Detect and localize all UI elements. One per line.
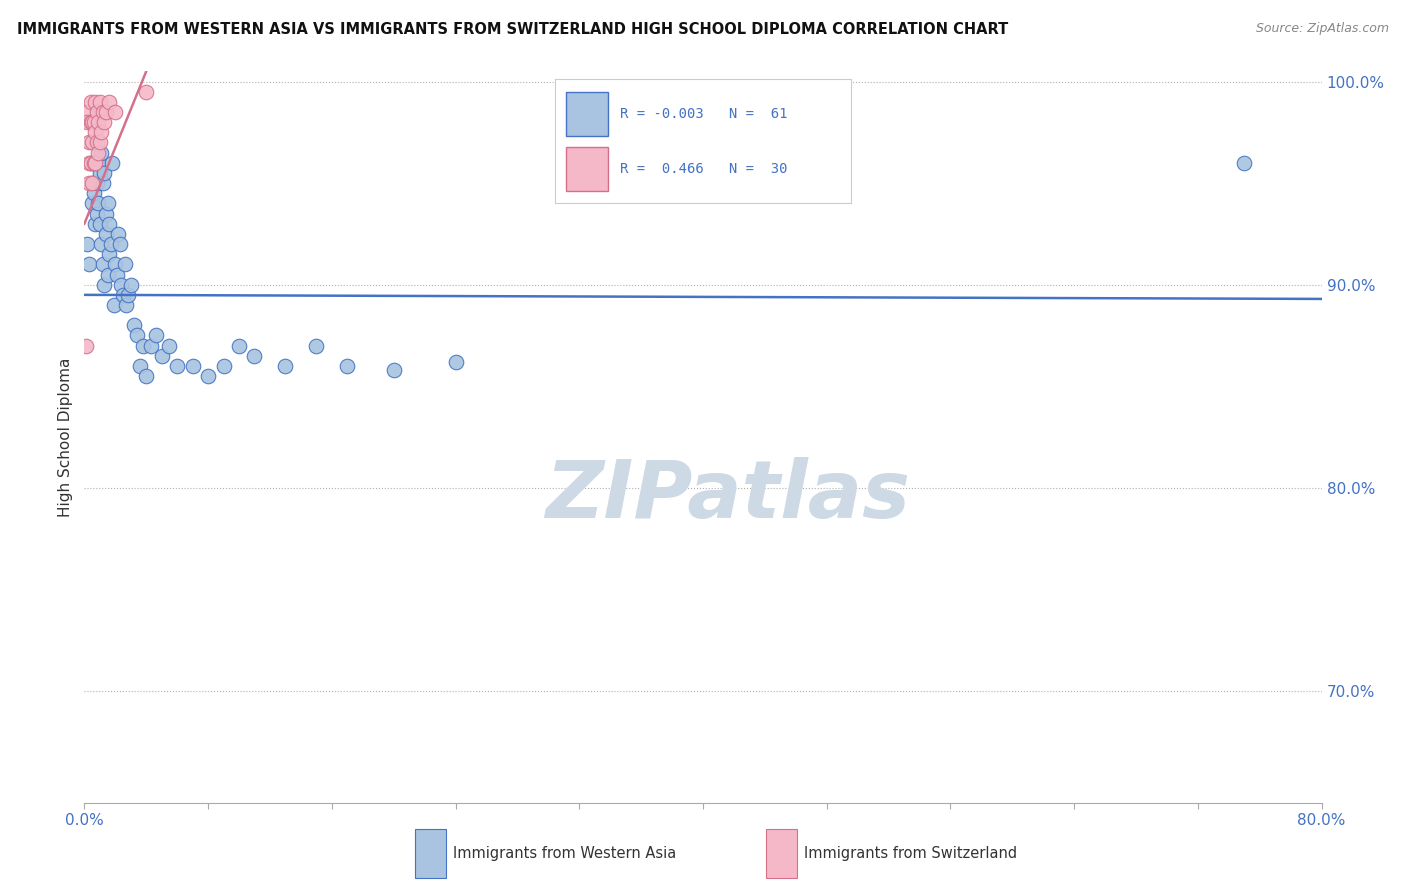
Point <box>382 363 405 377</box>
Point <box>79 155 101 169</box>
Point <box>86 206 108 220</box>
Point <box>93 277 115 292</box>
Point <box>91 257 114 271</box>
Y-axis label: High School Diploma: High School Diploma <box>58 358 73 516</box>
Point <box>112 288 135 302</box>
Point <box>150 349 173 363</box>
Point <box>97 268 120 282</box>
Point <box>93 115 115 129</box>
Point <box>76 237 98 252</box>
Point <box>132 338 155 352</box>
Point <box>89 217 111 231</box>
Point <box>86 136 108 150</box>
Point <box>86 105 108 120</box>
Point <box>77 257 100 271</box>
Point <box>82 196 104 211</box>
Point <box>115 298 138 312</box>
Point <box>82 176 104 190</box>
Point <box>104 105 127 120</box>
Point <box>77 155 100 169</box>
Point <box>107 227 129 241</box>
Point <box>125 328 148 343</box>
Point <box>84 155 107 169</box>
Point <box>84 155 107 169</box>
Point <box>97 196 120 211</box>
Point <box>87 145 110 160</box>
Point <box>87 115 110 129</box>
Point <box>159 338 181 352</box>
Text: ZIPatlas: ZIPatlas <box>546 457 910 534</box>
Point <box>104 257 127 271</box>
Point <box>228 338 250 352</box>
Point <box>75 338 97 352</box>
Point <box>77 176 100 190</box>
Point <box>120 277 142 292</box>
Point <box>197 369 219 384</box>
Point <box>83 186 105 201</box>
Point <box>91 105 114 120</box>
Point <box>90 125 112 139</box>
Point <box>90 237 112 252</box>
Point <box>122 318 145 333</box>
Point <box>94 105 117 120</box>
Point <box>94 227 117 241</box>
Point <box>86 176 108 190</box>
Point <box>135 369 157 384</box>
Point <box>94 206 117 220</box>
Text: IMMIGRANTS FROM WESTERN ASIA VS IMMIGRANTS FROM SWITZERLAND HIGH SCHOOL DIPLOMA : IMMIGRANTS FROM WESTERN ASIA VS IMMIGRAN… <box>17 22 1008 37</box>
Point <box>444 355 467 369</box>
Point <box>89 136 111 150</box>
Point <box>98 95 121 109</box>
Point <box>76 115 98 129</box>
Point <box>83 136 105 150</box>
Point <box>90 145 112 160</box>
Point <box>100 237 122 252</box>
Point <box>274 359 297 373</box>
Point <box>87 196 110 211</box>
Point <box>101 155 124 169</box>
Point <box>98 247 121 261</box>
Point <box>87 155 110 169</box>
Text: Immigrants from Switzerland: Immigrants from Switzerland <box>804 847 1018 861</box>
Point <box>91 176 114 190</box>
Point <box>83 155 105 169</box>
Point <box>117 288 139 302</box>
Text: Source: ZipAtlas.com: Source: ZipAtlas.com <box>1256 22 1389 36</box>
Point <box>108 237 131 252</box>
Point <box>84 95 107 109</box>
Point <box>166 359 188 373</box>
Point <box>82 115 104 129</box>
Point <box>79 155 101 169</box>
Text: Immigrants from Western Asia: Immigrants from Western Asia <box>453 847 676 861</box>
Point <box>82 176 104 190</box>
Point <box>110 277 132 292</box>
Point <box>243 349 266 363</box>
Point <box>103 298 125 312</box>
Point <box>1233 155 1256 169</box>
Point <box>79 115 101 129</box>
Point <box>181 359 204 373</box>
Point <box>82 136 104 150</box>
Point <box>76 105 98 120</box>
Point <box>89 166 111 180</box>
Point <box>89 95 111 109</box>
Point <box>212 359 235 373</box>
Point <box>93 166 115 180</box>
Point <box>114 257 136 271</box>
Point <box>135 85 157 99</box>
Point <box>105 268 128 282</box>
Point <box>84 217 107 231</box>
Point <box>79 95 101 109</box>
Point <box>139 338 162 352</box>
Point <box>145 328 167 343</box>
Point <box>305 338 328 352</box>
Point <box>336 359 359 373</box>
Point <box>84 125 107 139</box>
Point <box>98 217 121 231</box>
Point <box>129 359 152 373</box>
Point <box>83 115 105 129</box>
Point <box>77 136 100 150</box>
